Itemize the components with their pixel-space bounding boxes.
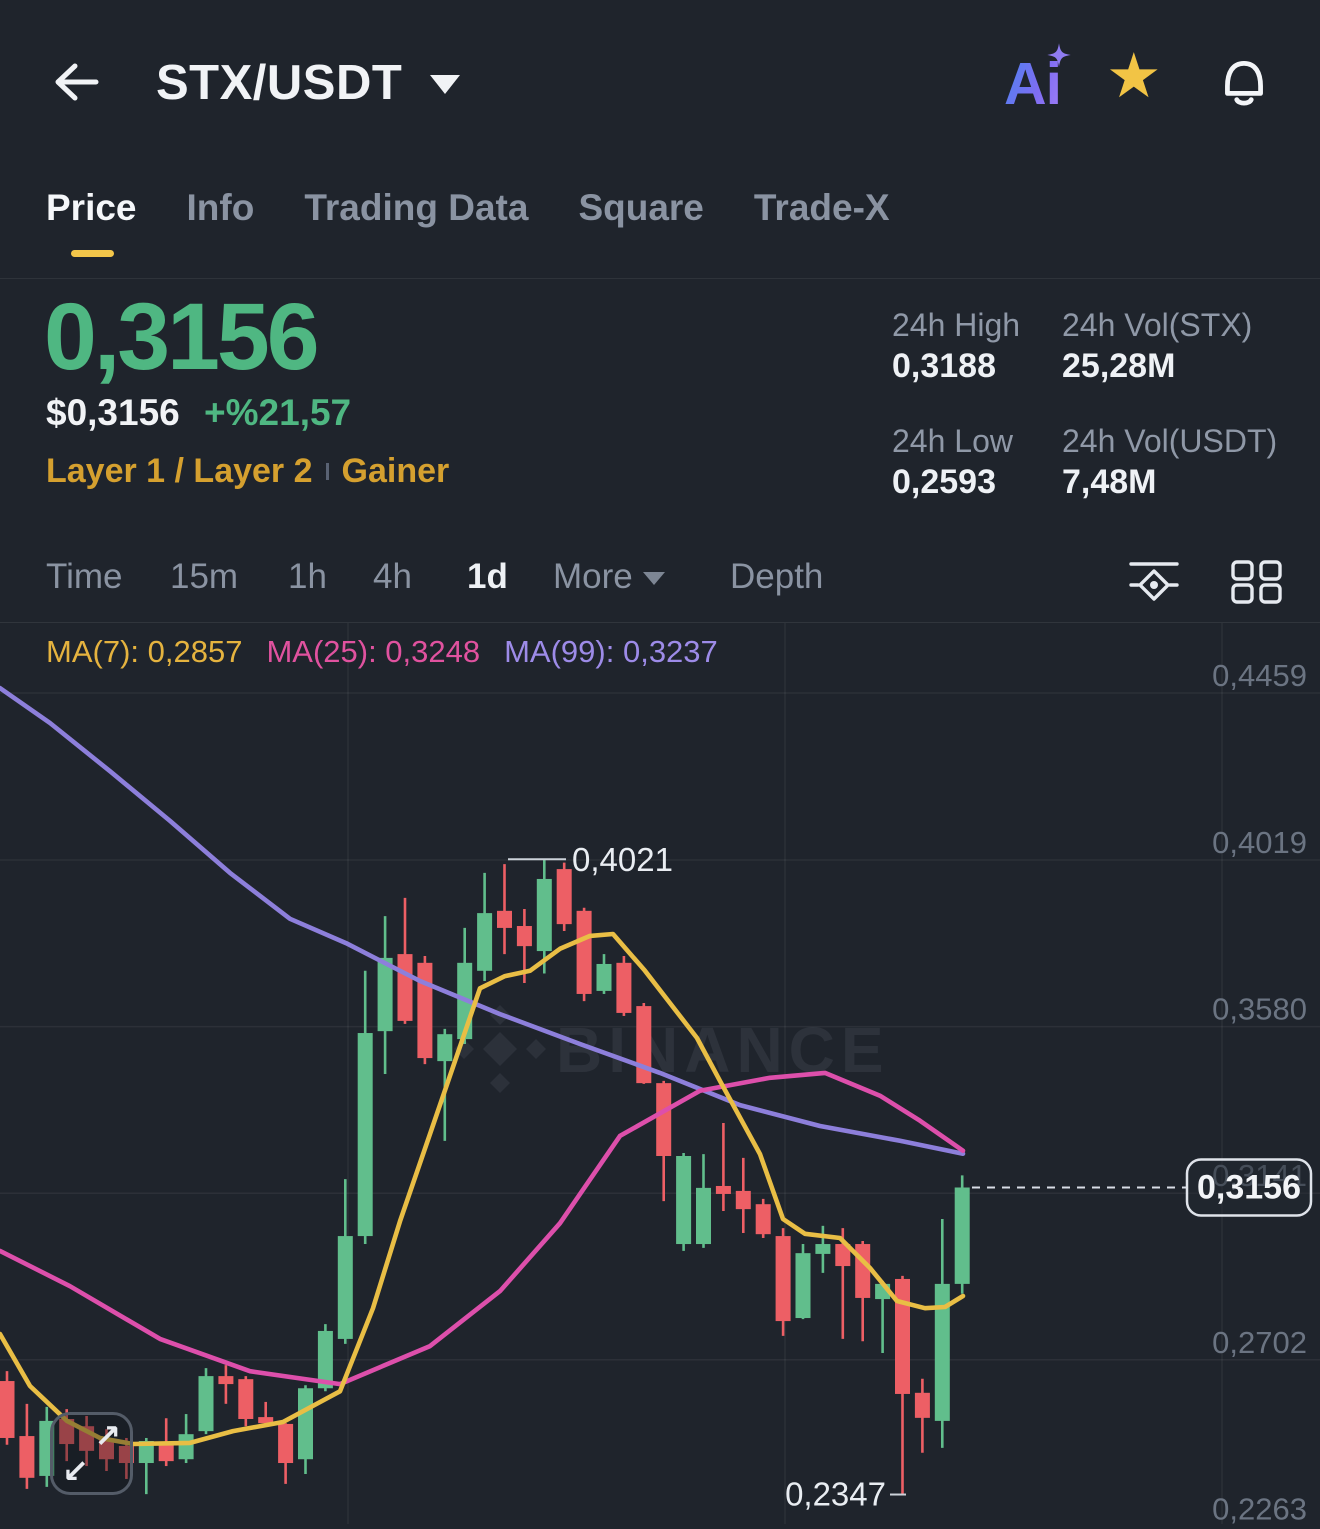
timeframe-15m[interactable]: 15m xyxy=(170,557,239,596)
divider xyxy=(325,463,329,480)
usd-price: $0,3156 xyxy=(46,392,180,433)
chevron-down-icon xyxy=(430,75,460,94)
back-arrow-icon[interactable] xyxy=(50,56,100,108)
sparkle-icon xyxy=(1047,43,1071,67)
stat-24h-vol-stx-: 24h Vol(STX) 25,28M xyxy=(1062,307,1253,385)
ma-legend-item: MA(99): 0,3237 xyxy=(504,634,718,669)
svg-text:0,2702: 0,2702 xyxy=(1212,1325,1307,1360)
svg-text:0,2263: 0,2263 xyxy=(1212,1491,1307,1524)
chart-toolbar: More Depth Time 15m 1h 4h 1d xyxy=(0,556,1320,604)
market-stats: 24h High 0,3188 24h Vol(STX) 25,28M 24h Low 0… xyxy=(892,306,1277,538)
indicator-settings-icon[interactable] xyxy=(1128,558,1180,609)
symbol-selector[interactable]: STX/USDT xyxy=(156,56,403,110)
divider xyxy=(0,278,1320,279)
svg-text:0,2347: 0,2347 xyxy=(785,1476,886,1513)
tab-bar: Price Info Trading Data Square Trade-X xyxy=(0,188,1320,228)
depth-button[interactable]: Depth xyxy=(730,557,824,596)
tab-trade-x[interactable]: Trade-X xyxy=(753,187,890,228)
ma-legend: MA(7): 0,2857 MA(25): 0,3248 MA(99): 0,323… xyxy=(46,634,718,670)
tab-price[interactable]: Price xyxy=(46,187,137,228)
timeframe-more-button[interactable]: More xyxy=(553,556,665,598)
svg-text:0,3580: 0,3580 xyxy=(1212,992,1307,1027)
tab-square[interactable]: Square xyxy=(578,187,704,228)
svg-text:0,4459: 0,4459 xyxy=(1212,658,1307,693)
chevron-down-icon xyxy=(642,572,665,585)
tag-layer[interactable]: Layer 1 / Layer 2 xyxy=(46,452,313,490)
tab-trading-data[interactable]: Trading Data xyxy=(304,187,529,228)
svg-text:0,4019: 0,4019 xyxy=(1212,825,1307,860)
svg-text:0,3156: 0,3156 xyxy=(1197,1168,1301,1206)
timeframe-time[interactable]: Time xyxy=(46,557,123,596)
ma-legend-item: MA(25): 0,3248 xyxy=(266,634,481,669)
bell-icon[interactable] xyxy=(1216,52,1272,115)
svg-text:0,4021: 0,4021 xyxy=(572,841,673,878)
star-icon[interactable]: ★ xyxy=(1106,42,1162,111)
tag-gainer[interactable]: Gainer xyxy=(341,452,450,490)
layout-grid-icon[interactable] xyxy=(1230,558,1282,609)
ma-legend-item: MA(7): 0,2857 xyxy=(46,634,243,669)
tab-info[interactable]: Info xyxy=(186,187,255,228)
active-tab-underline xyxy=(71,250,114,257)
timeframe-1h[interactable]: 1h xyxy=(288,557,327,596)
expand-chart-button[interactable]: ↗ ↙ xyxy=(50,1412,133,1495)
timeframe-4h[interactable]: 4h xyxy=(373,557,412,596)
ai-assistant-icon[interactable]: Ai xyxy=(1004,43,1074,117)
usd-price-row: $0,3156 +%21,57 xyxy=(46,392,351,434)
stat-24h-vol-usdt-: 24h Vol(USDT) 7,48M xyxy=(1062,423,1278,501)
price-chart[interactable]: 0,44590,40190,35800,31410,27020,2263BINA… xyxy=(0,622,1320,1526)
price-change-24h: +%21,57 xyxy=(204,392,352,433)
timeframe-1d[interactable]: 1d xyxy=(467,557,508,596)
stat-24h-high: 24h High 0,3188 xyxy=(892,307,1021,385)
token-tags: Layer 1 / Layer 2 Gainer xyxy=(46,452,449,491)
svg-text:BINANCE: BINANCE xyxy=(556,1014,890,1086)
stat-24h-low: 24h Low 0,2593 xyxy=(892,423,1013,501)
last-price: 0,3156 xyxy=(44,284,320,390)
arrow-up-right-icon: ↗ xyxy=(94,1418,121,1454)
arrow-down-left-icon: ↙ xyxy=(62,1453,89,1489)
